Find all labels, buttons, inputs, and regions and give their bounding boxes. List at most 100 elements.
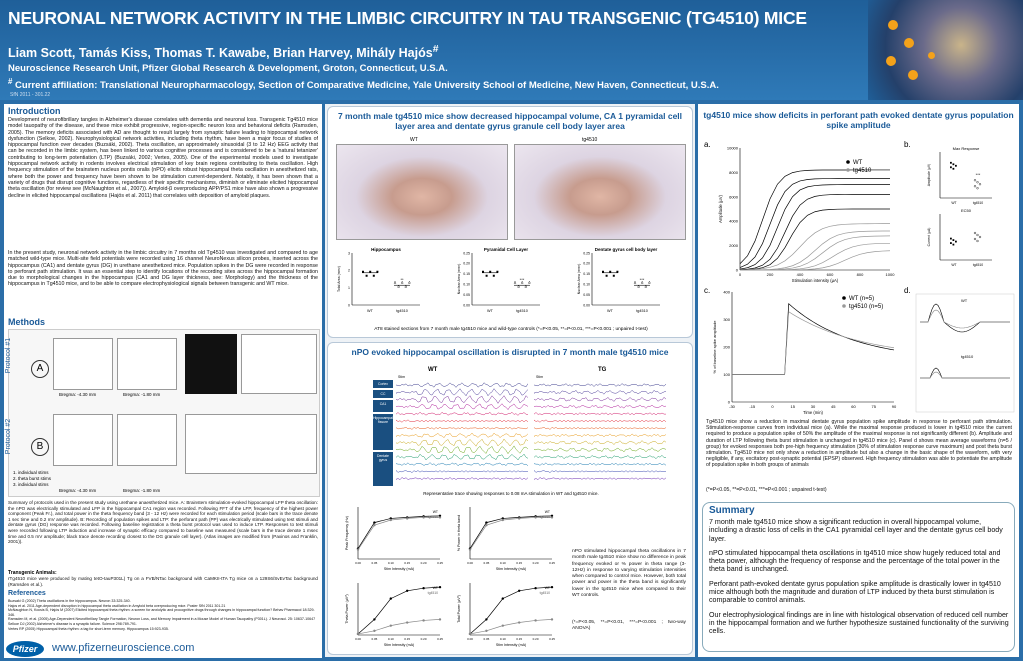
x-tick-label: -15	[749, 404, 756, 409]
lfp-trace-line	[395, 469, 529, 473]
lfp-trace-line	[395, 453, 529, 461]
wt-series-line	[469, 515, 553, 549]
x-tick-label: 0	[739, 272, 742, 277]
data-point	[485, 521, 488, 524]
layer-labels: Cortex CC CA1 Hippocampal fissure Dentate gy…	[372, 379, 394, 487]
wt-point	[952, 167, 955, 170]
wt-point	[955, 164, 957, 167]
atlas-image-4	[117, 414, 177, 466]
data-point	[373, 618, 376, 621]
y-tick-label: 0	[736, 268, 739, 273]
x-tick-label: 90	[892, 404, 897, 409]
atlas-image-3	[53, 414, 113, 466]
data-point	[422, 516, 425, 519]
y-tick-label: 6000	[729, 194, 739, 199]
x-axis-label: Stim Intensity (mA)	[384, 567, 414, 571]
trace-svg	[533, 383, 667, 480]
reference-item: Hajos et al. 2011 Age-dependent disrupti…	[8, 603, 226, 608]
lfp-trace-line	[533, 419, 667, 423]
group-label: WT	[951, 201, 956, 205]
data-point	[550, 618, 554, 621]
data-point	[404, 284, 408, 288]
data-point	[518, 589, 521, 592]
x-axis-label: Stim Intensity (mA)	[496, 567, 526, 571]
data-point	[612, 274, 615, 277]
x-tick-label: 0.05	[483, 637, 489, 641]
protocol-2-label: Protocol #2	[5, 418, 13, 455]
lfp-trace-line	[533, 469, 667, 473]
perforant-title: tg4510 mice show deficits in perforant p…	[703, 110, 1014, 130]
x-tick-label: 0.00	[355, 561, 361, 565]
data-point	[518, 621, 521, 624]
wt-response-curve	[739, 169, 891, 264]
panel-b-label: b.	[904, 140, 911, 149]
b-y-axis-label: Amplitude (µV)	[927, 164, 931, 187]
legend-item-3: 3. individual stims	[13, 482, 49, 487]
x-tick-label: 0.15	[404, 637, 410, 641]
y-axis-label: Total Area (mm²)	[337, 266, 341, 292]
methods-heading: Methods	[8, 317, 45, 327]
right-column: tg4510 mice show deficits in perforant p…	[698, 104, 1019, 657]
panel-a-label: a.	[704, 140, 711, 149]
x-tick-label: 0.10	[500, 561, 506, 565]
legend-item-2: 2. theta burst stims	[13, 476, 52, 481]
tg-response-curve	[739, 223, 891, 271]
summary-box: Summary 7 month male tg4510 mice show a …	[702, 502, 1015, 652]
data-point	[524, 284, 528, 288]
lfp-trace-line	[395, 411, 529, 416]
website-link[interactable]: www.pfizerneuroscience.com	[52, 642, 195, 654]
y-tick-label: 3	[348, 251, 350, 255]
panel-d-label: d.	[904, 286, 911, 295]
group-label: tg4510	[636, 309, 648, 313]
x-axis-label: Time (min)	[803, 410, 823, 415]
data-point	[406, 517, 409, 520]
data-point	[373, 524, 376, 527]
wt-histology-image	[336, 144, 508, 240]
lfp-trace-line	[533, 462, 667, 466]
wt-label: WT	[410, 137, 418, 143]
legend-wt: WT	[545, 586, 550, 590]
lfp-trace-line	[395, 438, 529, 447]
poster-title: NEURONAL NETWORK ACTIVITY IN THE LIMBIC …	[8, 8, 807, 28]
lfp-trace-line	[533, 447, 667, 453]
data-point	[372, 274, 375, 277]
morphology-panel: 7 month male tg4510 mice show decreased …	[327, 106, 693, 338]
summary-point-3: Perforant path-evoked dentate gyrus popu…	[709, 579, 1001, 605]
y-axis-label: Nuclear Area (mm²)	[457, 264, 461, 295]
wt-trace-plot	[395, 375, 529, 487]
legend-wt: WT	[853, 160, 863, 166]
lfp-trace-line	[533, 440, 667, 445]
data-point	[496, 270, 499, 273]
y-axis-label: Peak Frequency (Hz)	[345, 516, 349, 550]
group-label: WT	[951, 263, 956, 267]
wt-point	[952, 239, 955, 241]
y-axis-label: Total Power (µV²)	[457, 595, 461, 623]
data-point	[501, 518, 504, 522]
perforant-panel: tg4510 mice show deficits in perforant p…	[700, 106, 1017, 498]
lfp-trace-line	[395, 388, 529, 397]
data-point	[513, 280, 517, 284]
brain-molecule-image	[868, 0, 1023, 100]
data-point	[468, 548, 472, 551]
x-tick-label: 0.15	[516, 561, 522, 565]
group-label: WT	[367, 309, 374, 313]
x-tick-label: 800	[857, 272, 864, 277]
x-tick-label: 0.20	[421, 561, 427, 565]
stim-label-wt: Stim	[398, 375, 405, 379]
wt-point	[950, 242, 952, 244]
summary-point-4: Our electrophysiological findings are in…	[709, 610, 1009, 636]
tg-point	[973, 179, 977, 182]
data-point	[485, 618, 488, 621]
y-tick-label: 100	[723, 372, 730, 377]
wt-response-curve	[739, 208, 891, 271]
data-point	[616, 270, 619, 273]
legend-tg: tg4510	[540, 591, 550, 595]
data-point	[373, 521, 376, 524]
tg-response-curve	[739, 242, 891, 271]
data-point	[518, 517, 521, 520]
data-point	[485, 524, 488, 527]
legend-tg: tg4510	[853, 168, 872, 174]
perforant-significance: (*=P<0.05, **=P<0.01, ***=P<0.001 ; unpa…	[706, 487, 827, 493]
group-label: tg4510	[973, 201, 983, 205]
y-tick-label: 0.20	[463, 262, 470, 266]
